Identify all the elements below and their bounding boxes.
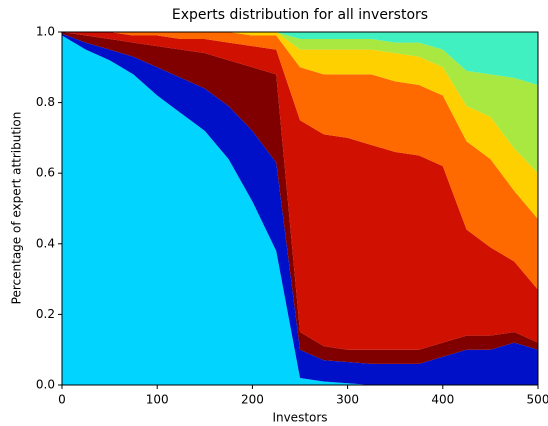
y-tick-label: 0.2 bbox=[36, 307, 55, 321]
y-tick-label: 0.0 bbox=[36, 378, 55, 392]
y-tick-label: 0.6 bbox=[36, 166, 55, 180]
y-tick-label: 1.0 bbox=[36, 25, 55, 39]
x-tick-label: 100 bbox=[146, 393, 169, 407]
y-axis-label: Percentage of expert attribution bbox=[10, 112, 24, 305]
x-tick-label: 200 bbox=[241, 393, 264, 407]
area bbox=[62, 33, 538, 385]
plot-frame bbox=[61, 31, 539, 386]
y-tick-label: 0.8 bbox=[36, 95, 55, 109]
x-tick-label: 0 bbox=[58, 393, 66, 407]
area bbox=[62, 35, 538, 385]
x-tick-label: 500 bbox=[527, 393, 548, 407]
x-tick-label: 300 bbox=[336, 393, 359, 407]
y-tick-label: 0.4 bbox=[36, 236, 55, 250]
area bbox=[62, 32, 538, 290]
area bbox=[62, 32, 538, 350]
x-tick-label: 400 bbox=[431, 393, 454, 407]
chart-title: Experts distribution for all inverstors bbox=[172, 7, 428, 23]
area bbox=[62, 32, 538, 85]
x-axis-label: Investors bbox=[272, 411, 327, 425]
area bbox=[62, 32, 538, 220]
